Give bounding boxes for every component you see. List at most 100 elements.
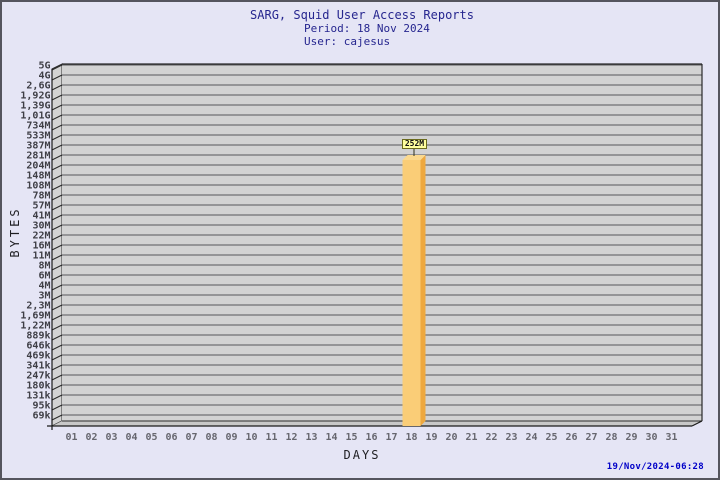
- x-tick-label: 04: [125, 432, 137, 443]
- y-tick-label: 281M: [26, 151, 50, 162]
- x-tick-label: 30: [645, 432, 657, 443]
- y-axis-tick: [51, 324, 63, 331]
- x-tick-label: 27: [585, 432, 597, 443]
- y-tick-label: 734M: [26, 121, 50, 132]
- y-axis-tick: [51, 174, 63, 181]
- x-tick-label: 20: [445, 432, 457, 443]
- y-tick-label: 1,39G: [20, 101, 50, 112]
- x-tick-label: 10: [245, 432, 257, 443]
- y-axis-tick: [51, 164, 63, 171]
- y-tick-label: 5G: [38, 61, 50, 72]
- y-axis-tick: [51, 134, 63, 141]
- y-axis-tick: [51, 214, 63, 221]
- y-axis-tick: [51, 184, 63, 191]
- x-tick-label: 12: [285, 432, 297, 443]
- x-tick-label: 15: [345, 432, 357, 443]
- y-axis-tick: [51, 274, 63, 281]
- y-axis-tick: [51, 374, 63, 381]
- y-tick-label: 646k: [26, 341, 50, 352]
- y-axis-tick: [51, 314, 63, 321]
- y-axis-tick: [51, 144, 63, 151]
- y-axis-tick: [51, 354, 63, 361]
- y-tick-label: 8M: [38, 261, 50, 272]
- x-tick-label: 22: [485, 432, 497, 443]
- y-tick-label: 387M: [26, 141, 50, 152]
- y-tick-label: 16M: [32, 241, 50, 252]
- x-tick-label: 09: [225, 432, 237, 443]
- y-axis-tick: [51, 384, 63, 391]
- y-tick-label: 69k: [32, 411, 50, 422]
- y-tick-label: 4G: [38, 71, 50, 82]
- bar-front-face: [402, 160, 421, 426]
- y-axis-tick: [51, 204, 63, 211]
- plot-borders: [47, 63, 703, 430]
- y-tick-label: 889k: [26, 331, 50, 342]
- x-tick-label: 24: [525, 432, 537, 443]
- y-tick-label: 148M: [26, 171, 50, 182]
- x-tick-label: 17: [385, 432, 397, 443]
- y-axis-tick: [51, 414, 63, 421]
- y-tick-label: 533M: [26, 131, 50, 142]
- grid-layer: [51, 64, 702, 421]
- x-tick-label: 29: [625, 432, 637, 443]
- y-tick-label: 57M: [32, 201, 50, 212]
- chart-title: SARG, Squid User Access Reports: [250, 8, 474, 22]
- y-tick-label: 3M: [38, 291, 50, 302]
- y-tick-label: 1,92G: [20, 91, 50, 102]
- y-tick-label: 22M: [32, 231, 50, 242]
- y-tick-label: 1,01G: [20, 111, 50, 122]
- y-tick-label: 41M: [32, 211, 50, 222]
- y-axis-tick: [51, 94, 63, 101]
- x-tick-label: 11: [265, 432, 277, 443]
- plot-corner-diagonal: [691, 420, 703, 427]
- y-axis-tick: [51, 244, 63, 251]
- y-axis-tick: [51, 104, 63, 111]
- y-tick-label: 1,22M: [20, 321, 50, 332]
- x-tick-label: 31: [665, 432, 677, 443]
- y-tick-label: 341k: [26, 361, 50, 372]
- bar-layer: [402, 149, 426, 426]
- y-axis-tick: [51, 114, 63, 121]
- x-tick-label: 18: [405, 432, 417, 443]
- x-tick-label: 07: [185, 432, 197, 443]
- y-axis-tick: [51, 334, 63, 341]
- y-axis-title: BYTES: [8, 206, 22, 258]
- x-tick-label: 23: [505, 432, 517, 443]
- plot-face: [62, 64, 702, 421]
- plot-floor: [52, 421, 702, 426]
- x-tick-label: 21: [465, 432, 477, 443]
- y-axis-tick: [51, 194, 63, 201]
- y-tick-label: 469k: [26, 351, 50, 362]
- y-axis-tick: [51, 264, 63, 271]
- x-tick-label: 06: [165, 432, 177, 443]
- x-tick-label: 19: [425, 432, 437, 443]
- plot-left-wall: [51, 63, 63, 427]
- y-tick-label: 30M: [32, 221, 50, 232]
- y-tick-label: 4M: [38, 281, 50, 292]
- x-tick-label: 28: [605, 432, 617, 443]
- bar-top-face: [402, 155, 426, 160]
- x-tick-label: 26: [565, 432, 577, 443]
- y-axis-tick: [51, 234, 63, 241]
- y-tick-label: 95k: [32, 401, 50, 412]
- y-axis-tick: [51, 284, 63, 291]
- y-tick-label: 2,3M: [26, 301, 50, 312]
- y-axis-tick: [51, 364, 63, 371]
- y-axis-tick: [51, 74, 63, 81]
- y-tick-label: 247k: [26, 371, 50, 382]
- y-tick-label: 78M: [32, 191, 50, 202]
- y-axis-tick: [51, 304, 63, 311]
- x-axis-title: DAYS: [343, 448, 381, 462]
- y-axis-tick: [51, 224, 63, 231]
- x-tick-label: 01: [65, 432, 77, 443]
- y-tick-label: 11M: [32, 251, 50, 262]
- y-axis-tick: [51, 344, 63, 351]
- y-tick-label: 6M: [38, 271, 50, 282]
- x-tick-label: 16: [365, 432, 377, 443]
- bar-side-face: [420, 155, 426, 426]
- y-axis-tick: [51, 64, 63, 71]
- y-axis-tick: [51, 84, 63, 91]
- x-tick-label: 13: [305, 432, 317, 443]
- y-axis-tick: [51, 404, 63, 411]
